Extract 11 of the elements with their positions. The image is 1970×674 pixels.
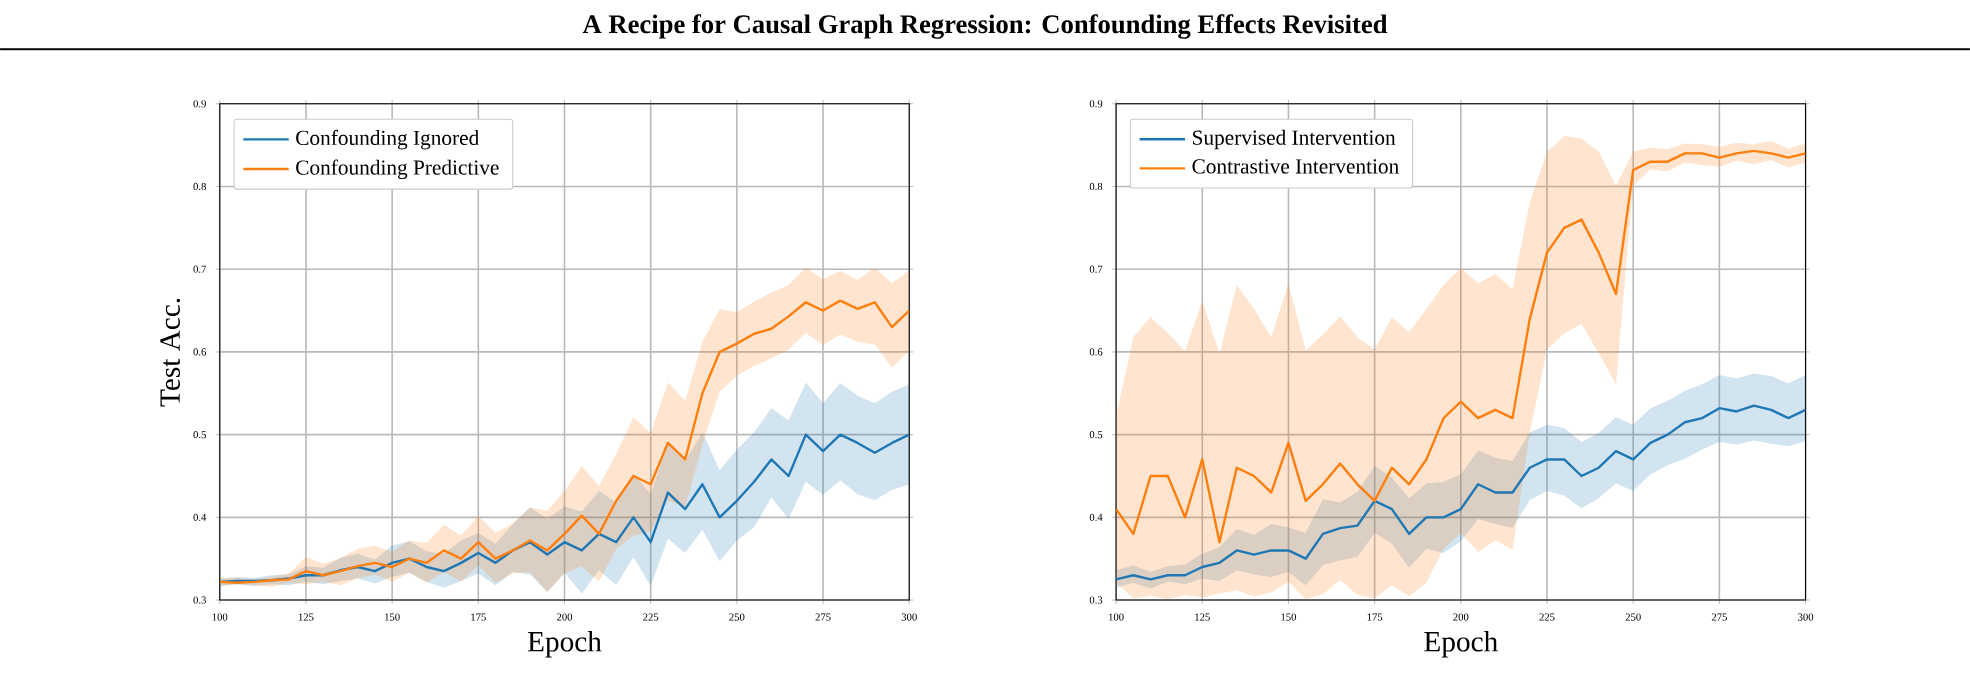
x-axis-title: Epoch — [1424, 630, 1498, 658]
text: A Recipe for Causal Graph Regression: Confounding Effects Revisited — [582, 14, 1388, 39]
x-axis-title: Epoch — [527, 630, 602, 658]
legend-label: Supervised Intervention — [1193, 129, 1396, 150]
y-axis-title: Test Acc. — [160, 298, 181, 407]
legend-label: Confounding Predictive — [296, 159, 499, 179]
line-series — [1116, 404, 1806, 581]
line-series — [219, 433, 910, 583]
legend-label: Confounding Ignored — [296, 129, 479, 150]
legend-label: Contrastive Intervention — [1192, 159, 1399, 174]
line-series — [1116, 149, 1806, 544]
